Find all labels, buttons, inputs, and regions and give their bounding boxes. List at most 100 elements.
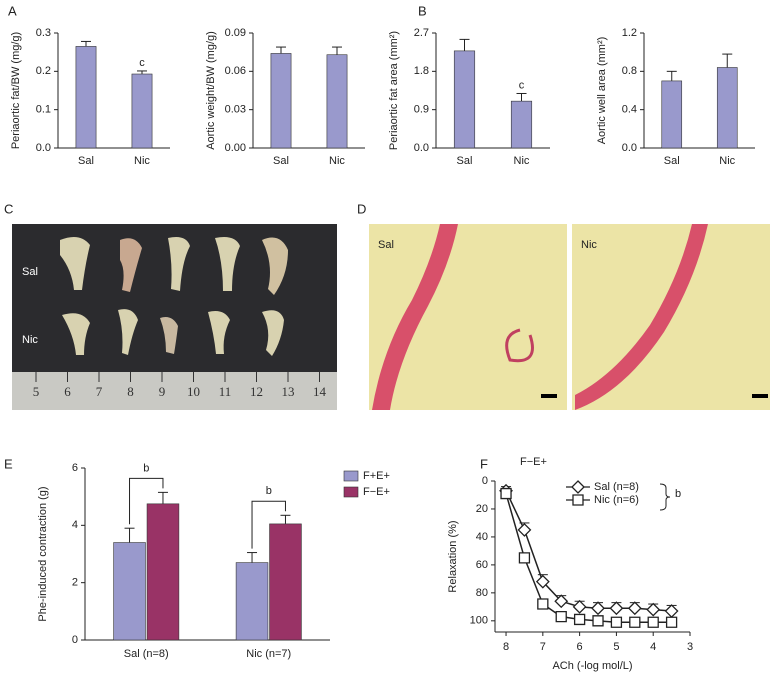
y-tick-label: 2.7	[414, 27, 429, 39]
bar	[113, 542, 146, 641]
y-tick-label: 4	[72, 519, 78, 531]
marker	[500, 487, 512, 500]
x-tick-label: Sal (n=8)	[124, 648, 169, 660]
ruler-number: 13	[282, 384, 295, 399]
y-tick-label: 0.00	[225, 142, 246, 154]
marker	[518, 552, 531, 564]
x-tick-label: Nic	[719, 155, 735, 167]
annotation: c	[139, 57, 145, 69]
marker	[609, 601, 624, 616]
y-axis-label: Relaxation (%)	[447, 520, 459, 592]
x-tick-label: 3	[687, 641, 693, 653]
ruler-number: 12	[250, 384, 263, 399]
ruler-number: 7	[96, 384, 103, 399]
ruler-number: 6	[64, 384, 71, 399]
panel-label: E	[4, 456, 13, 471]
y-tick-label: 0.0	[36, 142, 51, 154]
annotation: c	[519, 79, 525, 91]
y-axis-label: Aortic well area (mm²)	[596, 37, 608, 145]
marker	[535, 574, 550, 589]
marker	[573, 613, 586, 626]
y-tick-label: 0.1	[36, 104, 51, 116]
y-axis-label: Periaortic fat/BW (mg/g)	[10, 32, 22, 149]
marker	[627, 601, 642, 616]
chart-title: F−E+	[520, 456, 547, 468]
row-label: Sal	[22, 266, 38, 278]
legend-label: Nic (n=6)	[594, 494, 639, 506]
x-tick-label: Nic	[514, 155, 530, 167]
image-label: Sal	[378, 239, 394, 251]
panel-label: A	[8, 3, 17, 18]
x-tick-label: Nic (n=7)	[246, 648, 291, 660]
marker	[572, 599, 587, 614]
micrograph	[369, 224, 567, 410]
annotation: b	[675, 488, 681, 500]
annotation: b	[143, 462, 149, 474]
annotation: b	[266, 485, 272, 497]
y-axis-label: Phe-induced contraction (g)	[37, 486, 49, 621]
marker	[591, 601, 605, 616]
y-tick-label: 40	[476, 531, 488, 543]
ruler-number: 5	[33, 384, 40, 399]
y-tick-label: 80	[476, 587, 488, 599]
tissue-samples	[60, 236, 288, 356]
legend-label: Sal (n=8)	[594, 481, 639, 493]
x-tick-label: 6	[577, 641, 583, 653]
y-tick-label: 0.8	[622, 65, 637, 77]
bar	[235, 562, 269, 641]
marker	[665, 616, 678, 628]
y-tick-label: 0.3	[36, 27, 51, 39]
bar	[269, 523, 302, 641]
y-tick-label: 0.0	[622, 142, 637, 154]
y-tick-label: 2	[72, 577, 78, 589]
y-axis-label: Aortic weight/BW (mg/g)	[205, 31, 217, 150]
x-tick-label: 8	[503, 641, 509, 653]
x-axis-label: ACh (-log mol/L)	[552, 660, 632, 672]
y-tick-label: 1.2	[622, 27, 637, 39]
bar	[326, 54, 348, 149]
vessel-wall	[372, 224, 458, 410]
panel-label: F	[480, 456, 488, 471]
x-tick-label: Nic	[329, 155, 345, 167]
y-tick-label: 0.0	[414, 142, 429, 154]
marker	[610, 616, 623, 628]
y-tick-label: 0.09	[225, 27, 246, 39]
marker	[592, 615, 604, 627]
y-tick-label: 0.06	[225, 65, 246, 77]
panel-label: B	[418, 3, 427, 18]
row-label: Nic	[22, 334, 38, 346]
legend-label: F−E+	[363, 486, 390, 498]
ruler-number: 8	[127, 384, 134, 399]
y-tick-label: 0	[482, 475, 488, 487]
image-label: Nic	[581, 239, 597, 251]
bar	[453, 50, 476, 149]
x-tick-label: Sal	[273, 155, 289, 167]
significance-bracket	[251, 500, 286, 549]
panel-label: C	[4, 201, 13, 216]
series-line	[505, 490, 672, 612]
marker	[537, 598, 549, 610]
x-tick-label: 7	[540, 641, 546, 653]
y-tick-label: 60	[476, 559, 488, 571]
photo-d	[369, 224, 770, 410]
y-tick-label: 100	[470, 615, 488, 627]
y-tick-label: 1.8	[414, 65, 429, 77]
ruler-number: 11	[219, 384, 232, 399]
y-tick-label: 0.4	[622, 104, 637, 116]
marker	[647, 616, 659, 628]
bar	[146, 503, 180, 641]
significance-bracket	[129, 477, 164, 525]
y-axis-label: Periaortic fat area (mm²)	[388, 31, 400, 150]
x-tick-label: Sal	[78, 155, 94, 167]
x-tick-label: Sal	[457, 155, 473, 167]
legend-bracket	[659, 483, 671, 511]
bar	[131, 73, 153, 149]
x-tick-label: Sal	[664, 155, 680, 167]
y-tick-label: 0	[72, 634, 78, 646]
legend-swatch	[343, 486, 359, 498]
x-tick-label: Nic	[134, 155, 150, 167]
bar	[270, 53, 292, 149]
marker	[555, 610, 567, 623]
marker	[554, 594, 569, 609]
